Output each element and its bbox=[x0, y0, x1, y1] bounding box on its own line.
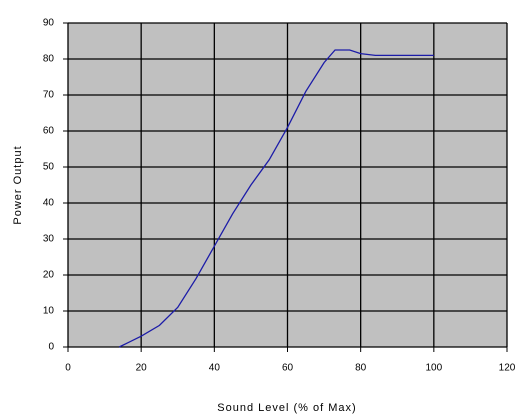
y-tick-label: 50 bbox=[43, 162, 55, 173]
x-tick-label: 40 bbox=[209, 363, 221, 374]
y-tick-label: 70 bbox=[43, 90, 55, 101]
y-tick-label: 80 bbox=[43, 54, 55, 65]
y-tick-label: 40 bbox=[43, 198, 55, 209]
y-tick-label: 60 bbox=[43, 126, 55, 137]
y-tick-label: 90 bbox=[43, 18, 55, 29]
y-tick-label: 0 bbox=[48, 342, 54, 353]
x-tick-label: 0 bbox=[65, 363, 71, 374]
y-tick-label: 20 bbox=[43, 270, 55, 281]
x-axis-title: Sound Level (% of Max) bbox=[217, 402, 356, 414]
y-tick-label: 30 bbox=[43, 234, 55, 245]
x-tick-label: 60 bbox=[282, 363, 294, 374]
y-axis-title: Power Output bbox=[12, 145, 24, 224]
x-tick-label: 80 bbox=[355, 363, 367, 374]
y-tick-label: 10 bbox=[43, 306, 55, 317]
x-tick-label: 120 bbox=[499, 363, 516, 374]
x-tick-label: 100 bbox=[425, 363, 442, 374]
x-tick-label: 20 bbox=[136, 363, 148, 374]
data-line bbox=[118, 49, 434, 348]
